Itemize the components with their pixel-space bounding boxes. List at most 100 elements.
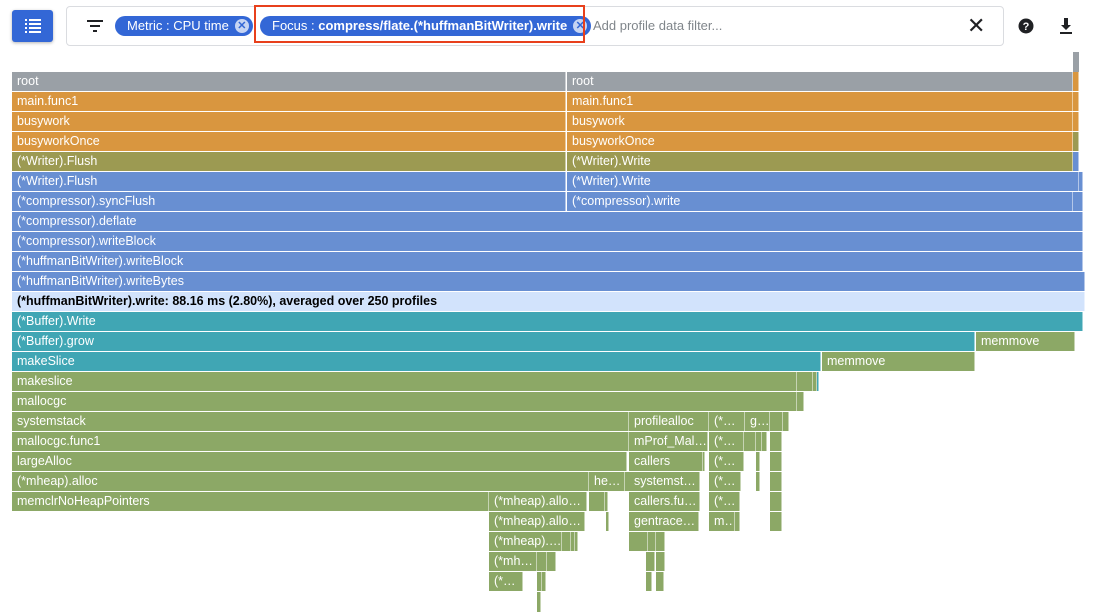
- flame-frame[interactable]: (*mheap).allo…: [489, 492, 587, 511]
- flame-frame[interactable]: [562, 532, 571, 551]
- flame-frame[interactable]: (*mheap).…: [489, 532, 562, 551]
- flame-frame[interactable]: memmove: [976, 332, 1075, 351]
- filter-icon[interactable]: [87, 20, 103, 32]
- flame-frame[interactable]: [656, 532, 665, 551]
- flame-frame[interactable]: [770, 432, 782, 451]
- flame-frame[interactable]: [817, 372, 819, 391]
- flame-frame[interactable]: [703, 452, 705, 471]
- flame-frame[interactable]: [542, 572, 546, 591]
- flame-frame[interactable]: [735, 512, 740, 531]
- flame-frame[interactable]: mallocgc: [12, 392, 797, 411]
- flame-frame[interactable]: busywork: [567, 112, 1073, 131]
- flame-frame[interactable]: (*Buffer).grow: [12, 332, 975, 351]
- focus-chip[interactable]: Focus : compress/flate.(*huffmanBitWrite…: [260, 16, 592, 36]
- flame-frame[interactable]: busyworkOnce: [12, 132, 566, 151]
- flame-frame[interactable]: (*mheap).allo…: [489, 512, 585, 531]
- flame-frame[interactable]: [1073, 192, 1083, 211]
- flame-frame[interactable]: [646, 552, 655, 571]
- flame-frame[interactable]: (*Buffer).Write: [12, 312, 1083, 331]
- flame-frame[interactable]: (*…: [709, 412, 745, 431]
- flame-frame[interactable]: [762, 432, 767, 451]
- close-icon[interactable]: ✕: [967, 13, 986, 38]
- remove-chip-icon[interactable]: ✕: [234, 19, 249, 33]
- flame-frame[interactable]: [770, 492, 782, 511]
- flame-frame[interactable]: [1073, 112, 1079, 131]
- scrollbar[interactable]: [1073, 52, 1079, 72]
- flame-frame[interactable]: profilealloc: [629, 412, 709, 431]
- flame-frame[interactable]: [537, 572, 542, 591]
- flame-frame[interactable]: [648, 532, 656, 551]
- flame-frame[interactable]: (*compressor).syncFlush: [12, 192, 566, 211]
- flame-frame[interactable]: [1073, 132, 1079, 151]
- flame-frame[interactable]: root: [567, 72, 1073, 91]
- flame-frame[interactable]: (*compressor).deflate: [12, 212, 1083, 231]
- flame-frame[interactable]: [770, 472, 782, 491]
- flame-frame[interactable]: makeslice: [12, 372, 797, 391]
- flame-frame[interactable]: [656, 552, 665, 571]
- flame-frame[interactable]: (*Writer).Flush: [12, 172, 566, 191]
- flame-frame[interactable]: [606, 512, 609, 531]
- flame-frame[interactable]: [797, 372, 813, 391]
- flame-frame[interactable]: memmove: [822, 352, 975, 371]
- flame-frame[interactable]: he…: [589, 472, 625, 491]
- flame-frame[interactable]: [1073, 72, 1079, 91]
- flame-frame[interactable]: [537, 592, 541, 612]
- flame-frame[interactable]: (*huffmanBitWriter).writeBytes: [12, 272, 1085, 291]
- flame-frame[interactable]: main.func1: [12, 92, 566, 111]
- flame-frame[interactable]: (*compressor).writeBlock: [12, 232, 1083, 251]
- flame-frame[interactable]: [770, 412, 783, 431]
- flame-frame[interactable]: [575, 532, 578, 551]
- flame-frame[interactable]: (*compressor).write: [567, 192, 1073, 211]
- flame-frame[interactable]: [770, 512, 782, 531]
- filter-input[interactable]: [591, 17, 955, 34]
- flame-frame[interactable]: (*Writer).Flush: [12, 152, 566, 171]
- flame-frame[interactable]: memclrNoHeapPointers: [12, 492, 489, 511]
- flame-frame[interactable]: systemst…: [629, 472, 700, 491]
- flame-frame[interactable]: [756, 432, 762, 451]
- menu-button[interactable]: [12, 10, 53, 42]
- flame-frame[interactable]: [605, 492, 608, 511]
- flame-frame[interactable]: [1079, 172, 1083, 191]
- flame-frame[interactable]: mProf_Mal…: [629, 432, 708, 451]
- flame-frame[interactable]: (*huffmanBitWriter).writeBlock: [12, 252, 1083, 271]
- flame-frame[interactable]: (*…: [709, 452, 744, 471]
- flame-frame-focused[interactable]: (*huffmanBitWriter).write: 88.16 ms (2.8…: [12, 292, 1085, 311]
- flame-frame[interactable]: (*…: [709, 432, 744, 451]
- flame-frame[interactable]: [1073, 92, 1079, 111]
- flame-frame[interactable]: (*Writer).Write: [567, 172, 1079, 191]
- flame-frame[interactable]: (*mh…: [489, 552, 537, 571]
- flame-frame[interactable]: (*…: [709, 492, 740, 511]
- flame-frame[interactable]: (*mheap).alloc: [12, 472, 589, 491]
- download-icon[interactable]: [1056, 16, 1076, 36]
- flame-frame[interactable]: [756, 452, 760, 471]
- flame-frame[interactable]: m…: [709, 512, 735, 531]
- flame-frame[interactable]: root: [12, 72, 566, 91]
- flame-frame[interactable]: callers.fu…: [629, 492, 700, 511]
- flame-frame[interactable]: [756, 472, 760, 491]
- flame-frame[interactable]: systemstack: [12, 412, 629, 431]
- flame-frame[interactable]: [744, 432, 756, 451]
- flame-frame[interactable]: [629, 532, 648, 551]
- flame-frame[interactable]: [537, 552, 547, 571]
- flame-frame[interactable]: largeAlloc: [12, 452, 627, 471]
- flame-frame[interactable]: busyworkOnce: [567, 132, 1073, 151]
- flame-frame[interactable]: [656, 572, 664, 591]
- flame-frame[interactable]: [813, 372, 817, 391]
- flame-frame[interactable]: gentrace…: [629, 512, 699, 531]
- flame-frame[interactable]: g…: [745, 412, 770, 431]
- flame-frame[interactable]: [1073, 152, 1079, 171]
- flame-frame[interactable]: mallocgc.func1: [12, 432, 629, 451]
- flame-frame[interactable]: [770, 452, 782, 471]
- flame-frame[interactable]: [646, 572, 652, 591]
- flame-frame[interactable]: main.func1: [567, 92, 1073, 111]
- flame-frame[interactable]: busywork: [12, 112, 566, 131]
- metric-chip[interactable]: Metric : CPU time ✕: [115, 16, 253, 36]
- flame-frame[interactable]: [547, 552, 556, 571]
- flame-frame[interactable]: [589, 492, 605, 511]
- flame-frame[interactable]: (*…: [489, 572, 523, 591]
- flame-frame[interactable]: [783, 412, 789, 431]
- flame-frame[interactable]: makeSlice: [12, 352, 821, 371]
- help-icon[interactable]: ?: [1016, 16, 1036, 36]
- flame-frame[interactable]: [797, 392, 804, 411]
- flame-frame[interactable]: (*…: [709, 472, 741, 491]
